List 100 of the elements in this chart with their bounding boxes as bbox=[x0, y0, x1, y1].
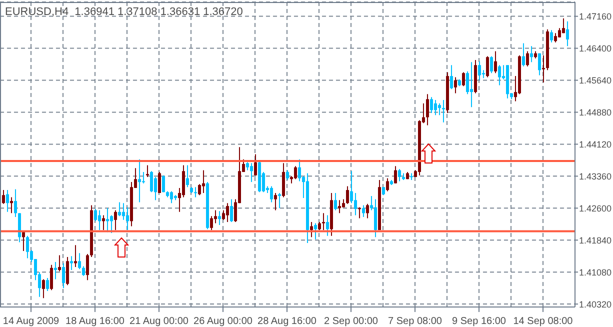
candlestick bbox=[434, 100, 437, 116]
candlestick bbox=[270, 186, 273, 203]
candlestick bbox=[230, 198, 233, 223]
candlestick bbox=[466, 70, 469, 95]
candlestick bbox=[126, 206, 129, 231]
candlestick bbox=[86, 253, 89, 281]
candlestick bbox=[110, 214, 113, 234]
candlestick bbox=[2, 190, 5, 204]
candlestick bbox=[454, 76, 457, 94]
candlestick bbox=[150, 170, 153, 193]
candlestick bbox=[450, 64, 453, 90]
y-tick-label: 1.41840 bbox=[579, 235, 612, 246]
candlestick bbox=[106, 208, 109, 233]
candlestick bbox=[438, 102, 441, 116]
candlestick bbox=[146, 164, 149, 178]
candlestick bbox=[186, 164, 189, 188]
chart-title: EURUSD,H4 1.36941 1.37108 1.36631 1.36720 bbox=[5, 6, 243, 18]
candlestick bbox=[42, 278, 45, 299]
candlestick bbox=[70, 256, 73, 270]
candlestick bbox=[274, 192, 277, 211]
candlestick bbox=[298, 158, 301, 182]
candlestick bbox=[226, 202, 229, 223]
candlestick bbox=[542, 54, 545, 83]
candlestick bbox=[102, 214, 105, 231]
candlestick bbox=[162, 174, 165, 193]
candlestick bbox=[214, 210, 217, 224]
candlestick bbox=[194, 186, 197, 198]
candlestick bbox=[66, 256, 69, 286]
candlestick bbox=[538, 52, 541, 76]
candlestick bbox=[138, 158, 141, 203]
candlestick bbox=[222, 210, 225, 220]
x-tick-label: 7 Sep 08:00 bbox=[388, 316, 442, 327]
y-tick-label: 1.44880 bbox=[579, 107, 612, 118]
candlestick bbox=[346, 186, 349, 204]
candlestick bbox=[566, 20, 569, 47]
candlestick bbox=[170, 190, 173, 204]
candlestick bbox=[58, 254, 61, 272]
candlestick bbox=[362, 204, 365, 218]
candlestick bbox=[530, 46, 533, 63]
candlestick bbox=[442, 100, 445, 123]
candlestick bbox=[6, 190, 9, 212]
candlestick bbox=[562, 18, 565, 34]
y-tick-label: 1.47160 bbox=[579, 12, 612, 22]
candlestick bbox=[310, 222, 313, 238]
x-tick-label: 28 Aug 16:00 bbox=[258, 316, 317, 327]
candlestick bbox=[182, 164, 185, 198]
candlestick bbox=[398, 168, 401, 182]
candlestick bbox=[478, 60, 481, 81]
candlestick bbox=[254, 154, 257, 176]
candlestick bbox=[78, 252, 81, 270]
candlestick bbox=[118, 202, 121, 217]
y-tick-label: 1.46400 bbox=[579, 43, 612, 54]
x-tick-label: 26 Aug 00:00 bbox=[194, 316, 253, 327]
candlestick bbox=[14, 188, 17, 218]
candlestick bbox=[82, 266, 85, 276]
candlestick bbox=[114, 210, 117, 231]
candlestick bbox=[10, 196, 13, 214]
candlestick bbox=[558, 28, 561, 38]
candlestick bbox=[158, 171, 161, 194]
candlestick bbox=[198, 184, 201, 196]
candlestick bbox=[98, 210, 101, 231]
x-tick-label: 18 Aug 16:00 bbox=[66, 316, 125, 327]
candlestick bbox=[54, 261, 57, 280]
y-tick-label: 1.42600 bbox=[579, 203, 612, 214]
candlestick bbox=[62, 262, 65, 289]
candlestick bbox=[526, 50, 529, 67]
candlestick bbox=[94, 208, 97, 222]
y-tick-label: 1.41080 bbox=[579, 267, 612, 278]
candlestick bbox=[394, 166, 397, 184]
y-tick-label: 1.40320 bbox=[579, 299, 612, 310]
x-tick-label: 9 Sep 16:00 bbox=[452, 316, 506, 327]
candlestick bbox=[314, 222, 317, 240]
x-tick-label: 21 Aug 00:00 bbox=[130, 316, 189, 327]
candlestick bbox=[278, 192, 281, 209]
candlestick bbox=[462, 72, 465, 87]
x-tick-label: 2 Sep 00:00 bbox=[324, 316, 378, 327]
candlestick bbox=[142, 171, 145, 184]
candlestick bbox=[122, 202, 125, 220]
candlestick bbox=[494, 50, 497, 74]
candlestick bbox=[374, 198, 377, 238]
candlestick bbox=[486, 56, 489, 78]
candlestick bbox=[354, 192, 357, 216]
x-tick-label: 14 Sep 08:00 bbox=[513, 316, 574, 327]
candlestick bbox=[366, 203, 369, 219]
y-tick-label: 1.44120 bbox=[579, 139, 612, 150]
candlestick bbox=[430, 96, 433, 114]
candlestick bbox=[470, 62, 473, 108]
candlestick bbox=[334, 192, 337, 211]
candlestick bbox=[210, 216, 213, 231]
candlestick bbox=[282, 162, 285, 198]
candlestick bbox=[550, 30, 553, 43]
candlestick bbox=[322, 212, 325, 231]
candlestick bbox=[250, 162, 253, 183]
candlestick bbox=[522, 42, 525, 67]
candlestick bbox=[202, 170, 205, 194]
candlestick bbox=[26, 235, 29, 259]
candlestick bbox=[326, 214, 329, 236]
candlestick bbox=[498, 64, 501, 86]
candlestick bbox=[490, 56, 493, 74]
candlestick bbox=[218, 210, 221, 226]
